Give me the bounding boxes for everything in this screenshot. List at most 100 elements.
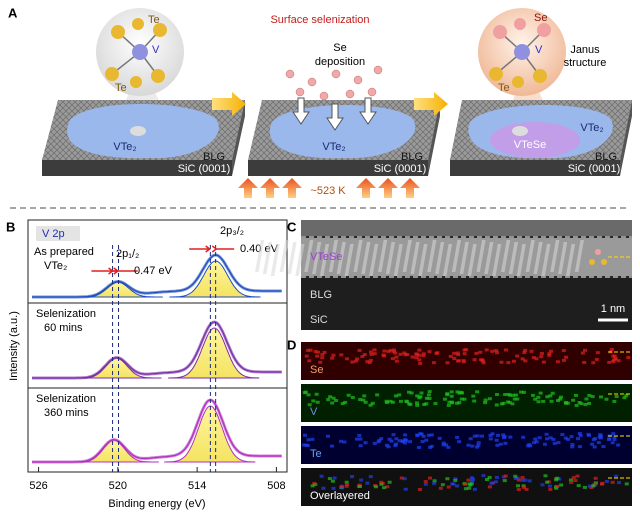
map-signal: [562, 349, 566, 352]
map-signal: [369, 475, 373, 478]
deposition-label: Se: [333, 42, 346, 54]
substrate-label: SiC (0001): [178, 163, 231, 175]
layer-label: BLG: [203, 151, 225, 163]
map-signal: [477, 441, 481, 444]
map-signal: [488, 476, 492, 479]
map-signal: [315, 355, 319, 358]
map-signal: [617, 481, 621, 484]
map-signal: [517, 488, 521, 491]
substrate-label: SiC (0001): [568, 163, 621, 175]
map-signal: [369, 350, 373, 353]
map-signal: [307, 393, 311, 396]
map-signal: [457, 401, 461, 404]
scene: Te V Te VTe₂ BLG SiC (0001): [42, 8, 245, 176]
peak-label: 2p₁/₂: [116, 248, 139, 260]
map-signal: [442, 442, 446, 445]
map-signal: [605, 480, 609, 483]
map-signal: [539, 355, 543, 358]
map-signal: [435, 352, 439, 355]
map-signal: [467, 487, 471, 490]
map-signal: [471, 395, 475, 398]
map-signal: [481, 474, 485, 477]
map-label: Se: [310, 364, 323, 376]
film-label: VTe₂: [113, 141, 136, 153]
map-signal: [571, 399, 575, 402]
map-signal: [305, 355, 309, 358]
map-signal: [369, 404, 373, 407]
map-signal: [583, 403, 587, 406]
map-signal: [394, 356, 398, 359]
map-signal: [510, 402, 514, 405]
map-signal: [614, 357, 618, 360]
map-signal: [532, 356, 536, 359]
map-signal: [340, 485, 344, 488]
map-signal: [570, 445, 574, 448]
atom-label: V: [152, 44, 160, 56]
map-signal: [408, 403, 412, 406]
map-signal: [342, 441, 346, 444]
map-signal: [418, 488, 422, 491]
map-signal: [551, 392, 555, 395]
map-signal: [470, 480, 474, 483]
map-signal: [447, 404, 451, 407]
map-signal: [345, 357, 349, 360]
map-signal: [422, 435, 426, 438]
map-signal: [548, 485, 552, 488]
panel-label: C: [287, 219, 297, 234]
map-signal: [581, 352, 585, 355]
map-signal: [403, 433, 407, 436]
map-signal: [466, 444, 470, 447]
map-signal: [559, 484, 563, 487]
map-signal: [450, 395, 454, 398]
map-signal: [427, 393, 431, 396]
spectrum-label: Selenization: [36, 308, 96, 320]
film-label: VTe₂: [580, 122, 603, 134]
map-signal: [457, 440, 461, 443]
map-signal: [441, 483, 445, 486]
map-signal: [424, 480, 428, 483]
map-signal: [495, 403, 499, 406]
map-signal: [408, 440, 412, 443]
map-signal: [316, 401, 320, 404]
map-signal: [411, 355, 415, 358]
map-signal: [358, 349, 362, 352]
map-signal: [446, 446, 450, 449]
map-signal: [404, 488, 408, 491]
map-signal: [455, 390, 459, 393]
map-signal: [626, 356, 630, 359]
map-signal: [430, 445, 434, 448]
map-signal: [556, 360, 560, 363]
map-signal: [303, 434, 307, 437]
map-signal: [587, 402, 591, 405]
map-signal: [328, 477, 332, 480]
temperature-label: ~523 K: [310, 185, 346, 197]
map-signal: [375, 393, 379, 396]
map-signal: [625, 482, 629, 485]
map-signal: [359, 479, 363, 482]
map-signal: [382, 350, 386, 353]
map-signal: [433, 402, 437, 405]
map-signal: [377, 439, 381, 442]
map-signal: [311, 399, 315, 402]
map-signal: [577, 484, 581, 487]
atom-label: Te: [115, 82, 127, 94]
map-signal: [472, 400, 476, 403]
map-signal: [456, 353, 460, 356]
structure-label: Janus: [570, 44, 600, 56]
map-signal: [418, 362, 422, 365]
map-signal: [473, 435, 477, 438]
map-signal: [427, 434, 431, 437]
map-signal: [601, 445, 605, 448]
map-signal: [519, 391, 523, 394]
map-signal: [350, 475, 354, 478]
map-signal: [381, 354, 385, 357]
map-signal: [347, 394, 351, 397]
map-signal: [309, 349, 313, 352]
map-signal: [316, 351, 320, 354]
map-signal: [424, 483, 428, 486]
map-signal: [541, 400, 545, 403]
map-signal: [374, 485, 378, 488]
map-signal: [364, 441, 368, 444]
map-signal: [470, 476, 474, 479]
map-signal: [523, 349, 527, 352]
